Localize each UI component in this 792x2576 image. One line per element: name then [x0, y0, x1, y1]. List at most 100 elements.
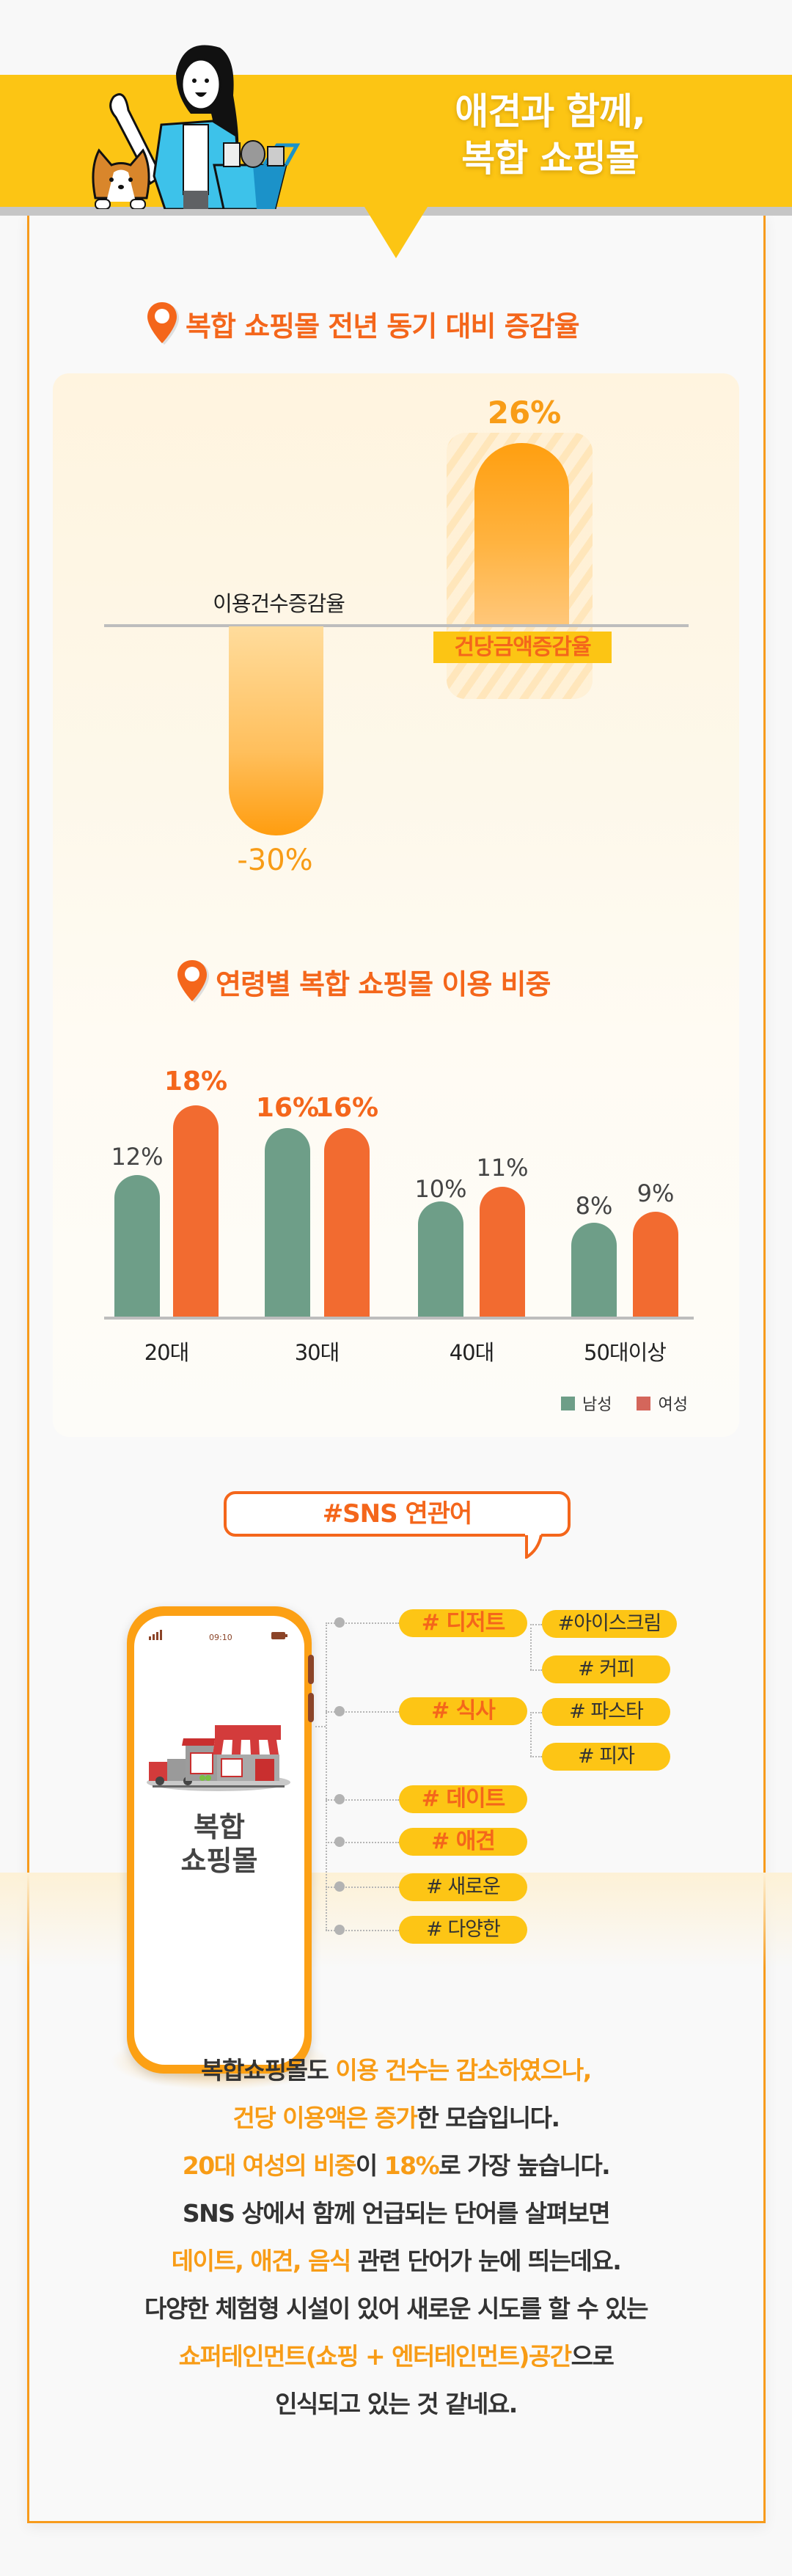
bar-30s-male — [265, 1128, 316, 1318]
legend-female-swatch — [637, 1396, 651, 1410]
hero-title: 애견과 함께, 복합 쇼핑몰 — [411, 88, 689, 182]
hero-title-line1: 애견과 함께, — [455, 90, 645, 133]
connector — [326, 1887, 399, 1888]
unit-amount-label: 건당금액증감율 — [433, 632, 612, 663]
summary-line-3: 20대 여성의 비중이 18%로 가장 높습니다. — [53, 2142, 739, 2189]
tag-pizza: # 피자 — [542, 1743, 670, 1771]
phone-time: 09:10 — [209, 1633, 232, 1642]
header-pointer — [364, 207, 428, 258]
value-20s-female: 18% — [164, 1066, 228, 1097]
bar-30s-female — [324, 1128, 375, 1318]
category-40s: 40대 — [449, 1340, 495, 1365]
summary-text: 한 모습입니다. — [417, 2104, 560, 2132]
bar-40s-female — [480, 1187, 531, 1318]
chart2-baseline — [104, 1317, 694, 1320]
phone-label-line1: 복합 — [194, 1811, 245, 1843]
tag-icecream: #아이스크림 — [542, 1610, 677, 1638]
tag-pet: # 애견 — [399, 1828, 527, 1856]
summary-highlight: 18% — [384, 2151, 440, 2180]
woman-corgi-illustration — [92, 45, 301, 209]
connector-dot — [334, 1617, 345, 1628]
value-30s-male: 16% — [255, 1093, 320, 1123]
legend-female-label: 여성 — [658, 1396, 688, 1414]
summary-line-7: 쇼퍼테인먼트(쇼핑 + 엔터테인먼트)공간으로 — [53, 2332, 739, 2380]
connector — [326, 1799, 399, 1801]
section1-title: 복합 쇼핑몰 전년 동기 대비 증감율 — [146, 301, 584, 347]
summary-highlight: 이용 건수는 감소하였으나, — [335, 2056, 592, 2085]
chart-card — [53, 373, 739, 1437]
summary-text: 으로 — [571, 2342, 615, 2371]
section1-title-text: 복합 쇼핑몰 전년 동기 대비 증감율 — [186, 310, 580, 343]
phone-screen — [134, 1616, 304, 2065]
summary-highlight: 건당 이용액은 증가 — [232, 2104, 417, 2132]
section2-title-text: 연령별 복합 쇼핑몰 이용 비중 — [216, 967, 551, 1000]
map-pin-icon — [147, 302, 179, 345]
summary-paragraph: 복합쇼핑몰도 이용 건수는 감소하였으나, 건당 이용액은 증가한 모습입니다.… — [53, 2046, 739, 2428]
connector — [326, 1711, 399, 1713]
category-20s: 20대 — [144, 1340, 190, 1365]
phone-label-line2: 쇼핑몰 — [180, 1845, 258, 1877]
sns-speech-bubble: #SNS 연관어 — [224, 1491, 571, 1537]
unit-amount-value: 26% — [487, 395, 562, 431]
sub-tree-line — [530, 1624, 532, 1670]
bar-50s-male — [571, 1223, 623, 1318]
summary-text: 이 — [355, 2151, 384, 2180]
map-pin-icon — [177, 960, 209, 1003]
tag-various: # 다양한 — [399, 1916, 527, 1944]
shopping-mall-icon — [147, 1725, 290, 1791]
summary-highlight: 데이트, 애견, 음식 — [171, 2247, 352, 2275]
section2-title: 연령별 복합 쇼핑몰 이용 비중 — [176, 959, 555, 1005]
battery-icon — [271, 1632, 287, 1639]
connector — [326, 1622, 399, 1624]
hero-title-line2: 복합 쇼핑몰 — [461, 137, 639, 180]
bar-unit-amount-change — [474, 443, 569, 625]
bar-50s-female — [633, 1212, 684, 1318]
bar-20s-female — [173, 1105, 224, 1318]
bar-40s-male — [418, 1201, 469, 1318]
legend-male-swatch — [561, 1396, 575, 1410]
connector — [326, 1930, 399, 1931]
value-50s-female: 9% — [637, 1179, 675, 1207]
summary-highlight: 20대 여성의 비중 — [182, 2151, 357, 2180]
phone-side-button — [308, 1693, 314, 1722]
tag-meal: # 식사 — [399, 1697, 527, 1725]
phone-label: 복합 쇼핑몰 — [134, 1810, 304, 1878]
summary-highlight: 쇼퍼테인먼트(쇼핑 + 엔터테인먼트)공간 — [178, 2342, 573, 2371]
chart1-baseline — [104, 624, 689, 627]
connector-dot — [334, 1706, 345, 1716]
tag-pasta: # 파스타 — [542, 1698, 670, 1726]
summary-text: 관련 단어가 눈에 띄는데요. — [350, 2247, 622, 2275]
value-40s-female: 11% — [476, 1154, 529, 1182]
category-30s: 30대 — [294, 1340, 340, 1365]
summary-line-4: SNS 상에서 함께 언급되는 단어를 살펴보면 — [182, 2199, 611, 2228]
summary-line-2: 건당 이용액은 증가한 모습입니다. — [53, 2094, 739, 2142]
chart2-legend: 남성 여성 — [561, 1391, 688, 1415]
speech-bubble-tail — [525, 1534, 543, 1559]
summary-text: 복합쇼핑몰도 — [201, 2056, 336, 2085]
summary-line-8: 인식되고 있는 것 같네요. — [275, 2390, 518, 2418]
legend-male-label: 남성 — [582, 1396, 612, 1414]
tag-coffee: # 커피 — [542, 1655, 670, 1683]
usage-count-value: -30% — [237, 844, 313, 877]
value-30s-female: 16% — [315, 1093, 379, 1123]
sub-connector — [530, 1669, 542, 1671]
value-40s-male: 10% — [414, 1175, 467, 1203]
tree-link — [315, 1726, 326, 1727]
category-50s-plus: 50대이상 — [584, 1340, 667, 1365]
sub-tree-line — [530, 1712, 532, 1757]
usage-count-label: 이용건수증감율 — [213, 591, 345, 616]
connector — [326, 1842, 399, 1843]
value-50s-male: 8% — [575, 1192, 613, 1220]
connector-dot — [334, 1837, 345, 1847]
tag-new: # 새로운 — [399, 1873, 527, 1901]
sub-connector — [530, 1624, 542, 1625]
phone-mockup — [127, 1606, 314, 2074]
summary-text: 로 가장 높습니다. — [439, 2151, 611, 2180]
signal-icon — [149, 1630, 162, 1640]
summary-line-1: 복합쇼핑몰도 이용 건수는 감소하였으나, — [53, 2046, 739, 2094]
tag-dessert: # 디저트 — [399, 1609, 527, 1637]
summary-line-6: 다양한 체험형 시설이 있어 새로운 시도를 할 수 있는 — [144, 2294, 648, 2323]
sub-connector — [530, 1712, 542, 1713]
bar-20s-male — [114, 1175, 166, 1318]
phone-side-button — [308, 1655, 314, 1684]
